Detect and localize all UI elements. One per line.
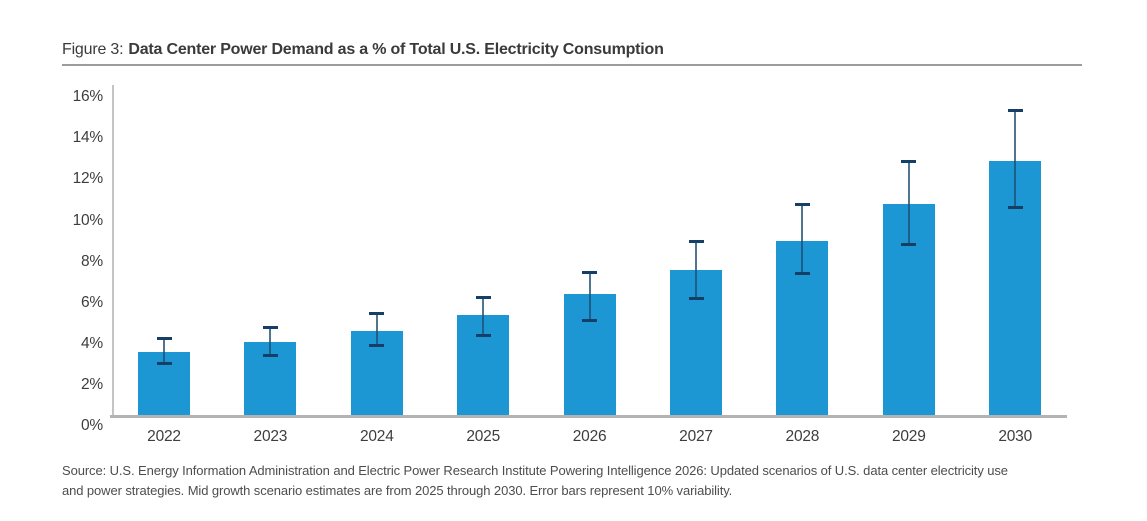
x-axis-label-2030: 2030	[998, 428, 1033, 445]
error-bar-2023	[269, 327, 272, 357]
error-bar-2027	[695, 241, 697, 299]
error-bar-cap-bottom-2029	[901, 243, 917, 247]
error-bar-cap-bottom-2027	[688, 296, 704, 300]
x-axis-label-2024: 2024	[359, 428, 394, 445]
error-bar-2025	[482, 296, 485, 336]
error-bar-2030	[1014, 109, 1017, 209]
error-bar-cap-top-2023	[262, 326, 278, 330]
source-note-line-2: and power strategies. Mid growth scenari…	[62, 483, 733, 498]
title-rule	[62, 64, 1082, 66]
y-axis-tick-10pct: 10%	[72, 211, 104, 229]
error-bar-2026	[588, 271, 591, 322]
error-bar-cap-bottom-2030	[1007, 206, 1023, 210]
source-note: Source: U.S. Energy Information Administ…	[62, 461, 1132, 501]
y-axis-tick-8pct: 8%	[80, 252, 103, 270]
error-bar-cap-top-2022	[156, 336, 172, 340]
x-axis-label-2029: 2029	[891, 428, 926, 445]
error-bar-cap-top-2028	[794, 203, 810, 207]
error-bar-cap-bottom-2026	[582, 319, 598, 323]
x-axis-label-2027: 2027	[679, 428, 713, 445]
figure-title: Data Center Power Demand as a % of Total…	[128, 41, 664, 58]
source-note-line-1: Source: U.S. Energy Information Administ…	[62, 463, 1008, 478]
error-bar-cap-top-2029	[901, 159, 917, 163]
y-axis-tick-16pct: 16%	[72, 88, 104, 106]
x-axis-label-2028: 2028	[785, 428, 820, 445]
error-bar-cap-bottom-2024	[369, 343, 385, 347]
error-bar-cap-top-2024	[369, 311, 385, 315]
error-bar-cap-top-2025	[475, 295, 491, 299]
figure-label: Figure 3:	[62, 41, 124, 58]
x-axis-label-2023: 2023	[253, 428, 288, 445]
y-axis-tick-14pct: 14%	[72, 129, 104, 147]
x-axis-line	[110, 415, 1067, 418]
y-axis-tick-6pct: 6%	[80, 293, 103, 311]
error-bar-cap-bottom-2022	[156, 362, 172, 366]
x-axis-label-2026: 2026	[572, 428, 607, 445]
y-axis-tick-2pct: 2%	[80, 375, 103, 393]
error-bar-cap-top-2026	[582, 270, 598, 274]
error-bar-cap-bottom-2025	[475, 333, 491, 337]
x-axis-label-2022: 2022	[147, 428, 181, 445]
error-bar-cap-top-2027	[688, 240, 704, 244]
error-bar-2024	[375, 312, 378, 346]
y-axis-tick-4pct: 4%	[80, 334, 103, 352]
figure-header: Figure 3: Data Center Power Demand as a %…	[62, 41, 1082, 59]
y-axis-tick-12pct: 12%	[72, 170, 104, 188]
error-bar-cap-bottom-2028	[794, 271, 810, 275]
error-bar-2022	[163, 337, 165, 365]
y-axis-line	[112, 85, 114, 418]
error-bar-cap-top-2030	[1007, 108, 1023, 112]
error-bar-cap-bottom-2023	[262, 354, 278, 358]
error-bar-2028	[801, 204, 804, 274]
y-axis-tick-0pct: 0%	[80, 417, 103, 434]
x-axis-label-2025: 2025	[466, 428, 501, 445]
error-bar-2029	[907, 160, 910, 246]
